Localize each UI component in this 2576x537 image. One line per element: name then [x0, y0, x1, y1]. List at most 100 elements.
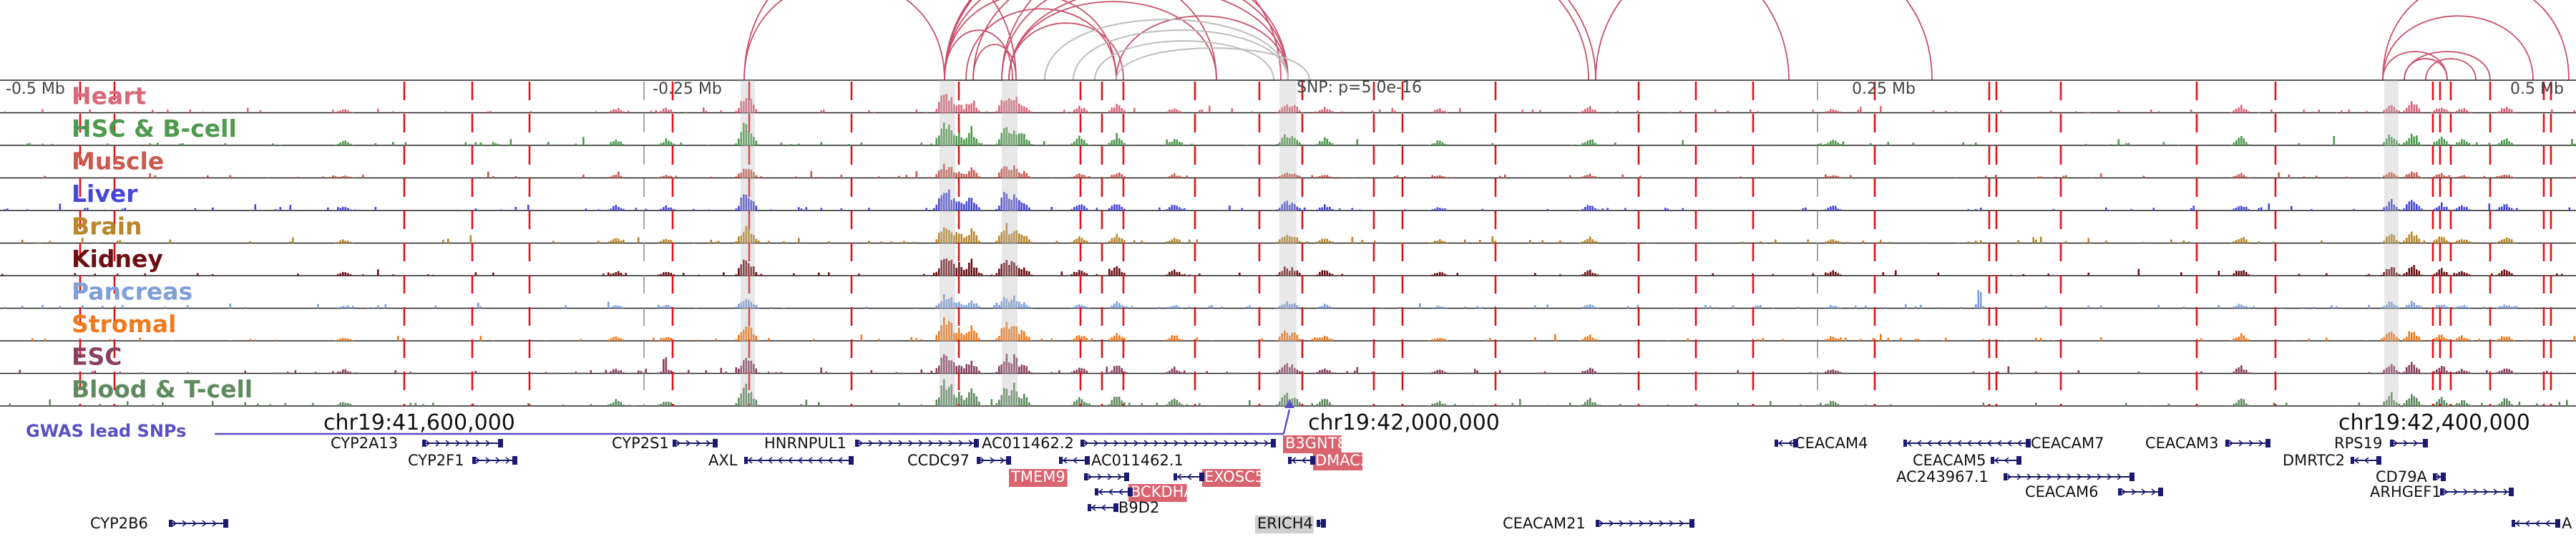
- signal-bar: [2411, 133, 2413, 145]
- signal-bar: [1251, 111, 1254, 113]
- signal-bar: [1276, 274, 1279, 276]
- signal-bar: [1321, 238, 1324, 243]
- signal-bar: [2456, 208, 2458, 211]
- signal-bar: [620, 141, 623, 145]
- signal-bar: [1324, 335, 1326, 341]
- gene-exon: [2026, 439, 2031, 448]
- signal-bar: [2413, 201, 2416, 211]
- signal-bar: [1579, 340, 1581, 341]
- signal-bar: [2446, 240, 2448, 243]
- signal-bar: [1827, 403, 1830, 406]
- signal-bar: [973, 231, 975, 243]
- signal-bar: [2035, 337, 2037, 341]
- signal-bar: [2418, 401, 2421, 406]
- signal-bar: [2513, 210, 2516, 211]
- signal-bar: [750, 200, 753, 211]
- signal-bar: [1005, 223, 1008, 243]
- signal-bar: [1825, 241, 1827, 243]
- signal-bar: [1326, 109, 1329, 113]
- signal-bar: [1456, 273, 1459, 276]
- signal-bar: [2243, 369, 2245, 374]
- signal-bar: [2233, 338, 2235, 341]
- signal-bar: [828, 241, 830, 243]
- signal-bar: [963, 174, 965, 178]
- signal-bar: [1181, 404, 1184, 406]
- signal-bar: [945, 390, 948, 406]
- gene-exon: [1793, 439, 1798, 448]
- signal-bar: [1091, 338, 1093, 341]
- signal-bar: [670, 402, 673, 406]
- signal-bar: [4, 209, 6, 211]
- signal-bar: [608, 404, 610, 406]
- signal-bar: [768, 372, 770, 374]
- signal-bar: [1025, 397, 1028, 406]
- signal-bar: [2366, 111, 2368, 113]
- signal-bar: [2403, 306, 2406, 309]
- signal-bar: [2416, 397, 2418, 406]
- signal-bar: [2045, 305, 2047, 309]
- gene-exon: [1689, 519, 1694, 528]
- signal-bar: [2233, 241, 2235, 243]
- signal-bar: [1294, 105, 1296, 113]
- signal-bar: [1299, 272, 1301, 276]
- signal-bar: [254, 204, 257, 211]
- signal-bar: [2466, 338, 2468, 341]
- signal-bar: [2301, 307, 2303, 309]
- signal-bar: [615, 399, 618, 406]
- signal-bar: [2508, 305, 2511, 309]
- signal-bar: [1326, 304, 1329, 309]
- coord-left: chr19:41,600,000: [323, 410, 515, 435]
- signal-bar: [2503, 304, 2506, 309]
- track-label: Kidney: [72, 245, 163, 273]
- signal-bar: [1319, 369, 1321, 374]
- signal-bar: [1085, 110, 1088, 113]
- strand-arrow: [2453, 488, 2459, 495]
- signal-bar: [342, 109, 344, 113]
- signal-bar: [748, 131, 750, 145]
- interaction-arc: [2382, 0, 2570, 81]
- signal-bar: [527, 403, 530, 406]
- signal-bar: [2466, 402, 2468, 406]
- signal-bar: [1589, 106, 1591, 113]
- signal-bar: [2436, 207, 2438, 211]
- signal-bar: [2458, 142, 2461, 145]
- signal-bar: [2383, 401, 2386, 406]
- signal-bar: [935, 305, 938, 309]
- signal-bar: [1299, 175, 1301, 178]
- signal-bar: [750, 133, 753, 145]
- signal-bar: [1078, 304, 1080, 309]
- signal-bar: [723, 272, 725, 276]
- signal-bar: [2052, 340, 2055, 341]
- signal-bar: [960, 105, 963, 113]
- signal-bar: [1594, 273, 1596, 276]
- strand-arrow: [1916, 440, 1922, 447]
- signal-bar: [1078, 205, 1080, 211]
- gene-label: CEACAM5: [1913, 452, 1986, 469]
- coord-right: chr19:42,400,000: [2338, 410, 2530, 435]
- signal-bar: [670, 337, 673, 341]
- signal-bar: [945, 228, 948, 243]
- signal-bar: [2303, 110, 2306, 113]
- signal-bar: [337, 371, 339, 374]
- signal-bar: [2032, 237, 2035, 243]
- signal-bar: [1584, 109, 1586, 113]
- signal-bar: [1294, 237, 1296, 243]
- signal-bar: [2353, 208, 2356, 211]
- strand-arrow: [817, 457, 823, 464]
- signal-bar: [933, 208, 935, 211]
- signal-bar: [2085, 144, 2087, 145]
- signal-bar: [818, 272, 820, 276]
- strand-arrow: [1153, 440, 1159, 447]
- signal-bar: [1439, 140, 1441, 145]
- signal-bar: [978, 241, 980, 243]
- signal-bar: [2200, 371, 2202, 374]
- signal-bar: [489, 111, 492, 113]
- signal-bar: [1301, 209, 1304, 211]
- signal-bar: [1291, 332, 1294, 341]
- signal-bar: [628, 110, 630, 113]
- signal-bar: [1286, 301, 1289, 309]
- signal-bar: [499, 209, 502, 211]
- signal-bar: [2506, 237, 2508, 243]
- signal-bar: [820, 367, 823, 374]
- signal-bar: [965, 333, 968, 341]
